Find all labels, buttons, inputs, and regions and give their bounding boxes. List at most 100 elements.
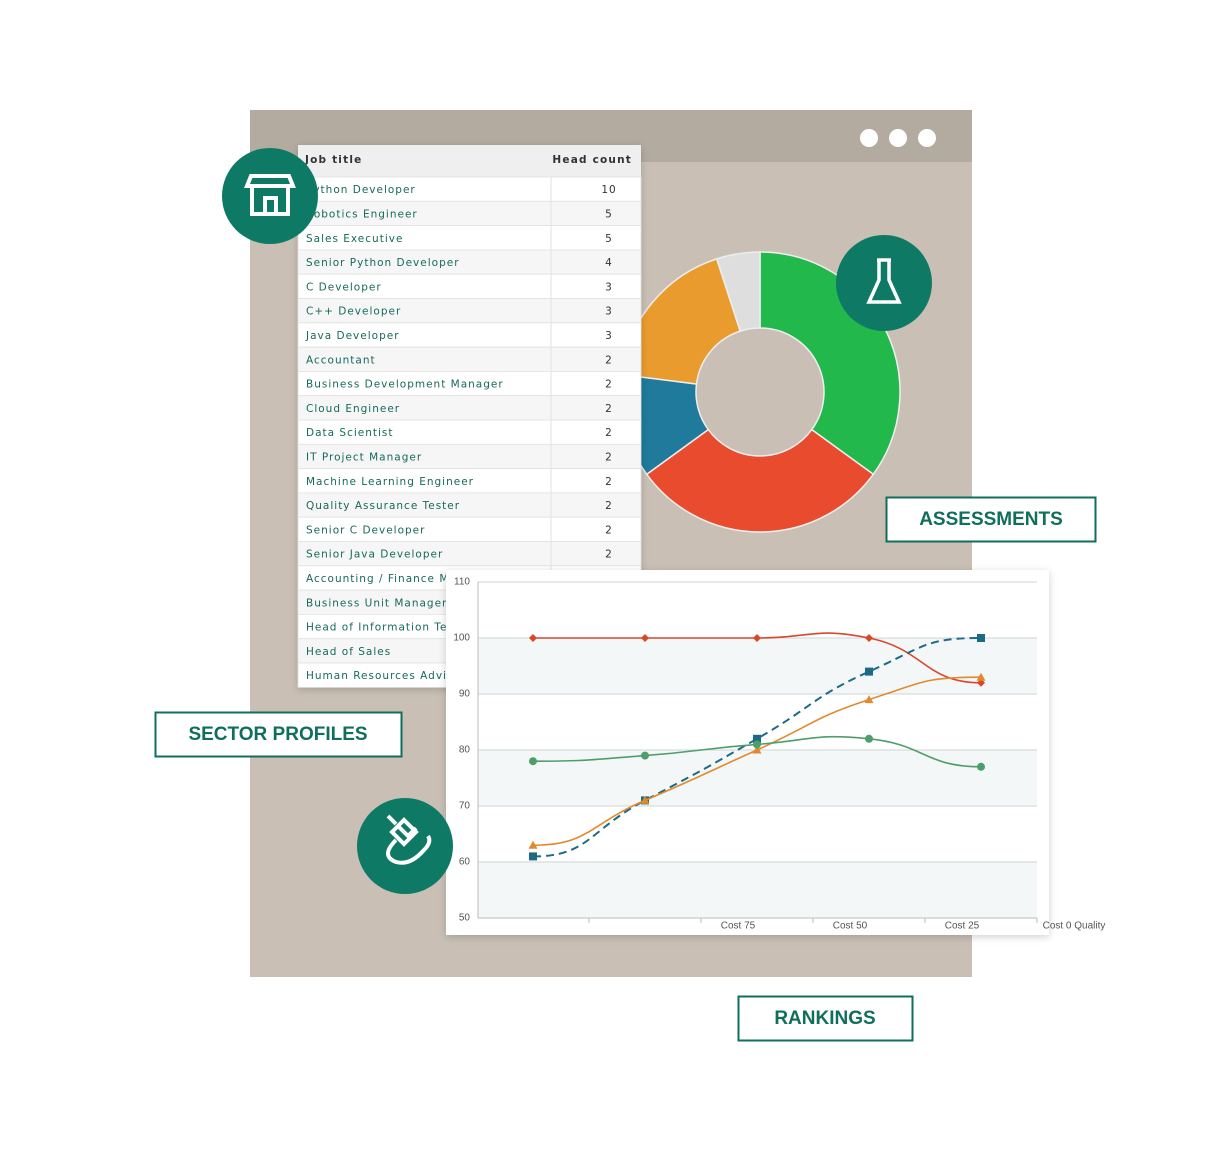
table-row [297,541,642,567]
series-line [532,632,982,684]
table-cell: 3 [605,330,613,342]
table-cell: Accountant [306,354,376,366]
point [864,695,874,704]
donut-slice [715,251,761,333]
table-row [297,468,642,494]
grid-band [478,750,1037,806]
table-cell: 2 [605,403,613,415]
y-tick-label: 110 [454,577,470,588]
table-row [297,419,642,445]
x-tick-label: Cost 75 [721,921,756,932]
donut-slice [645,428,875,533]
table-cell: 5 [605,233,613,245]
point [528,840,538,849]
table-cell: Business Unit Manager [306,597,447,609]
table-cell: Accounting / Finance Man [306,573,465,585]
point [753,740,761,749]
table-row [297,225,642,251]
point [865,734,873,743]
table-cell: 3 [605,281,613,293]
y-tick-label: 70 [459,801,471,812]
y-tick-label: 100 [453,633,470,644]
table-cell: 10 [601,184,616,196]
x-tick-label: Cost 25 [945,921,980,932]
window-dot [889,129,907,147]
table-cell: Human Resources Advisor [306,670,466,682]
label: RANKINGS [774,1008,875,1029]
table-header: Job title [304,154,362,166]
plug-icon [386,814,432,865]
table-cell: Machine Learning Engineer [306,476,474,488]
point [865,634,873,642]
point [752,745,762,754]
point [753,634,761,642]
table-row [297,298,642,324]
table-cell: 2 [605,500,613,512]
point [753,734,761,743]
point [529,634,537,642]
point [976,672,986,681]
table-header-bg [298,145,641,177]
table-cell: IT Project Manager [306,451,422,463]
table-cell: 2 [605,524,613,536]
point [641,751,649,760]
table-row [297,346,642,372]
icon-badge [836,235,932,331]
table-cell: 2 [605,379,613,391]
table-row [297,273,642,299]
table-row [297,249,642,275]
point [529,852,537,861]
icon-badge [357,798,453,894]
store-icon [244,174,296,216]
point [529,757,537,766]
table-cell: 2 [605,427,613,439]
table-cell: Cloud Engineer [306,403,400,415]
table-cell: Senior Python Developer [306,257,460,269]
label: ASSESSMENTS [919,509,1063,530]
table-cell: Robotics Engineer [306,208,418,220]
table-cell: Head of Sales [306,646,391,658]
table-row [297,443,642,469]
table-cell: Business Development Manager [306,379,504,391]
table-cell: Sales Executive [306,233,403,245]
table-row [297,516,642,542]
table-cell: 5 [605,208,613,220]
table-row [297,492,642,518]
y-tick-label: 90 [459,689,471,700]
table-cell: Senior Java Developer [306,549,443,561]
point [641,634,649,642]
table-cell: C Developer [306,281,382,293]
x-tick-label: Cost 0 Quality [1043,921,1106,932]
table-cell: Java Developer [305,330,400,342]
table-cell: Quality Assurance Tester [306,500,460,512]
grid-band [478,638,1037,694]
label-box [737,995,914,1042]
point [640,795,650,804]
point [865,667,873,676]
grid-band [478,862,1037,918]
table-cell: 2 [605,354,613,366]
table-cell: 3 [605,306,613,318]
table-row [297,395,642,421]
table-cell: Head of Information Tech [306,622,462,634]
window-dot [918,129,936,147]
point [977,634,985,642]
window-dot [860,129,878,147]
table-row [297,322,642,348]
y-tick-label: 50 [459,913,471,924]
label-box [154,711,403,758]
table-cell: Python Developer [306,184,416,196]
table-cell: 2 [605,451,613,463]
point [977,678,985,687]
table-cell: 2 [605,476,613,488]
label-box [885,496,1097,543]
y-tick-label: 60 [459,857,471,868]
x-tick-label: Cost 50 [833,921,868,932]
table-cell: Data Scientist [306,427,394,439]
y-tick-label: 80 [459,745,471,756]
table-cell: C++ Developer [306,306,401,318]
label: SECTOR PROFILES [188,724,367,745]
table-cell: 4 [605,257,613,269]
flask-icon [866,258,902,304]
